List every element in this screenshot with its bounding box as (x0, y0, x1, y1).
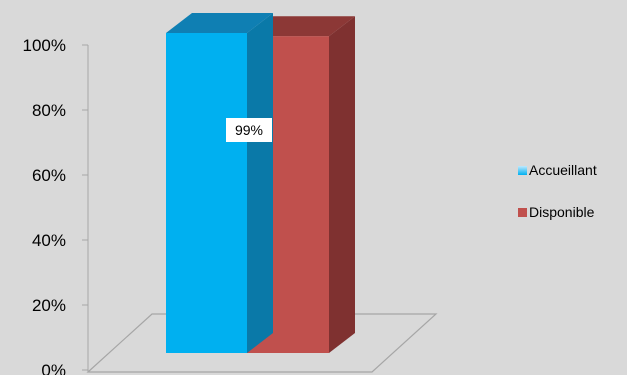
legend-swatch-disponible (518, 207, 527, 217)
bars (166, 13, 355, 353)
bar-side-accueillant (247, 13, 273, 353)
y-axis: 0% 20% 40% 60% 80% 100% (23, 36, 89, 375)
y-tick-label: 80% (32, 101, 66, 120)
y-tick-label: 40% (32, 231, 66, 250)
y-tick-label: 20% (32, 296, 66, 315)
legend-label-accueillant: Accueillant (529, 162, 597, 178)
floor-plane (86, 313, 438, 373)
bar-accueillant (166, 33, 247, 353)
y-tick-label: 0% (41, 361, 66, 375)
legend-swatch-accueillant (518, 165, 527, 175)
bar-top-accueillant (166, 13, 273, 33)
legend-item-accueillant: Accueillant (518, 160, 597, 180)
legend: Accueillant Disponible (518, 160, 597, 244)
y-tick-label: 100% (23, 36, 66, 55)
chart-floor (86, 313, 438, 373)
bar-top-disponible (247, 16, 355, 37)
bar-side-disponible (329, 16, 355, 353)
legend-item-disponible: Disponible (518, 202, 597, 222)
y-tick-label: 60% (32, 166, 66, 185)
legend-label-disponible: Disponible (529, 204, 595, 220)
data-label: 99% (226, 118, 272, 142)
